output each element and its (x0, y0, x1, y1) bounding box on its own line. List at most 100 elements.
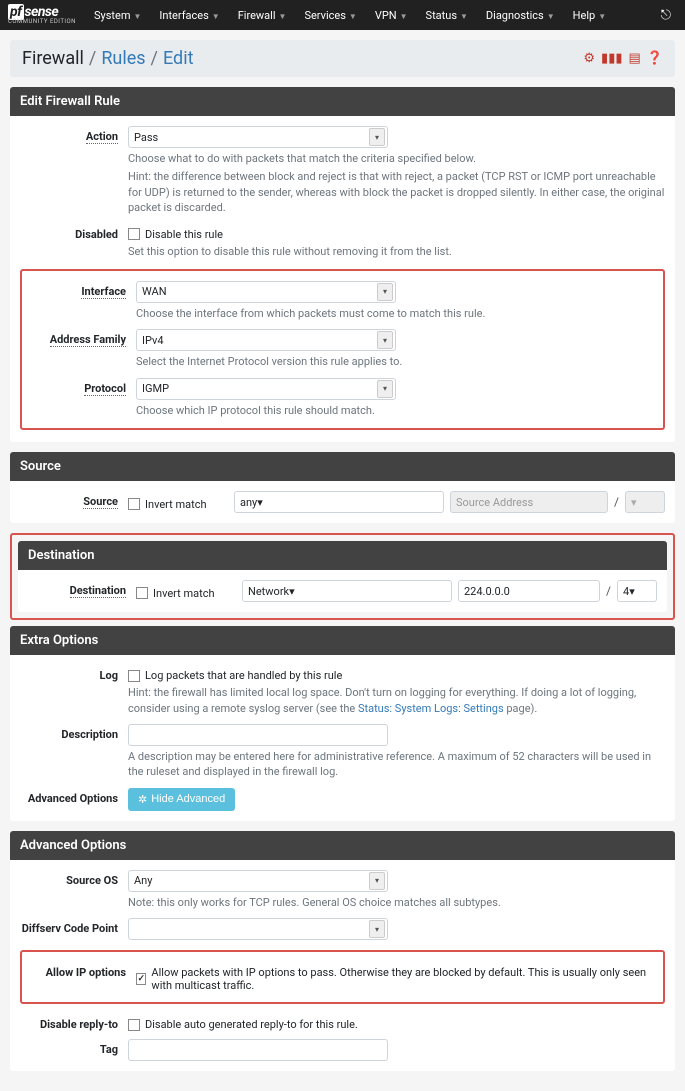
select-src-type[interactable]: any▾ (234, 491, 444, 513)
help-log: Hint: the firewall has limited local log… (128, 685, 665, 716)
nav-interfaces[interactable]: Interfaces▼ (151, 5, 227, 26)
chevron-down-icon: ▾ (369, 872, 385, 890)
help-action1: Choose what to do with packets that matc… (128, 151, 665, 166)
highlight-destination: Destination Destination Invert match Net… (10, 533, 675, 620)
label-action: Action (86, 130, 118, 144)
label-tag: Tag (100, 1043, 118, 1056)
navbar: pfsense COMMUNITY EDITION System▼ Interf… (0, 0, 685, 30)
nav-status[interactable]: Status▼ (418, 5, 476, 26)
select-interface[interactable]: WAN▾ (136, 281, 396, 303)
breadcrumb-icons: ⚙ ▮▮▮ ▤ ❓ (583, 51, 663, 66)
help-action2: Hint: the difference between block and r… (128, 169, 665, 215)
link-syslog-settings[interactable]: Status: System Logs: Settings (358, 702, 504, 715)
highlight-interface-group: Interface WAN▾ Choose the interface from… (20, 269, 665, 430)
settings-icon[interactable]: ⚙ (583, 51, 595, 66)
panel-header-source: Source (10, 452, 675, 481)
label-interface: Interface (81, 285, 126, 299)
help-source-os: Note: this only works for TCP rules. Gen… (128, 895, 665, 910)
label-addrfam: Address Family (50, 333, 126, 347)
stats-icon[interactable]: ▮▮▮ (601, 51, 622, 66)
crumb-sep: / (89, 48, 96, 69)
button-hide-advanced[interactable]: ✲Hide Advanced (128, 788, 235, 811)
brand-edition: COMMUNITY EDITION (8, 19, 76, 25)
panel-source: Source Source Invert match any▾ Source A… (10, 452, 675, 523)
label-diffserv: Diffserv Code Point (22, 922, 118, 935)
select-protocol[interactable]: IGMP▾ (136, 378, 396, 400)
label-destination: Destination (70, 584, 126, 598)
input-description[interactable] (128, 724, 388, 746)
checkbox-disabled-label: Disable this rule (145, 228, 223, 241)
checkbox-disable-reply-label: Disable auto generated reply-to for this… (145, 1018, 358, 1031)
select-dst-cidr[interactable]: 4▾ (617, 580, 657, 602)
checkbox-log-label: Log packets that are handled by this rul… (145, 669, 342, 682)
select-dst-type[interactable]: Network▾ (242, 580, 452, 602)
panel-advanced: Advanced Options Source OS Any▾ Note: th… (10, 831, 675, 1071)
select-src-cidr: ▾ (625, 491, 665, 513)
panel-destination: Destination Destination Invert match Net… (18, 541, 667, 612)
help-description: A description may be entered here for ad… (128, 749, 665, 780)
select-diffserv[interactable]: ▾ (128, 918, 388, 940)
logout-icon[interactable]: ⎋ (655, 8, 677, 23)
checkbox-log[interactable] (128, 670, 140, 682)
log-icon[interactable]: ▤ (629, 51, 641, 66)
label-allow-ip: Allow IP options (46, 966, 126, 979)
nav-firewall[interactable]: Firewall▼ (230, 5, 295, 26)
label-log: Log (100, 669, 118, 682)
highlight-allow-ip: Allow IP options Allow packets with IP o… (20, 950, 665, 1004)
label-disable-reply: Disable reply-to (40, 1018, 118, 1031)
breadcrumb: Firewall / Rules / Edit ⚙ ▮▮▮ ▤ ❓ (10, 40, 675, 77)
chevron-down-icon: ▾ (377, 380, 393, 398)
checkbox-allow-ip[interactable] (136, 973, 146, 985)
panel-header-edit: Edit Firewall Rule (10, 87, 675, 116)
nav-vpn[interactable]: VPN▼ (367, 5, 416, 26)
nav-items: System▼ Interfaces▼ Firewall▼ Services▼ … (86, 5, 655, 26)
select-action[interactable]: Pass▾ (128, 126, 388, 148)
nav-diagnostics[interactable]: Diagnostics▼ (478, 5, 563, 26)
help-icon[interactable]: ❓ (647, 51, 663, 66)
input-src-addr: Source Address (450, 491, 608, 513)
help-protocol: Choose which IP protocol this rule shoul… (136, 403, 657, 418)
chevron-down-icon: ▾ (377, 283, 393, 301)
checkbox-disabled[interactable] (128, 228, 140, 240)
chevron-down-icon: ▾ (257, 496, 263, 509)
label-disabled: Disabled (75, 228, 118, 241)
chevron-down-icon: ▾ (377, 331, 393, 349)
chevron-down-icon: ▾ (629, 585, 635, 598)
input-tag[interactable] (128, 1039, 388, 1061)
panel-edit-rule: Edit Firewall Rule Action Pass▾ Choose w… (10, 87, 675, 442)
label-description: Description (61, 728, 118, 741)
select-source-os[interactable]: Any▾ (128, 870, 388, 892)
checkbox-disable-reply[interactable] (128, 1019, 140, 1031)
panel-header-destination: Destination (18, 541, 667, 570)
panel-header-advanced: Advanced Options (10, 831, 675, 860)
label-source-os: Source OS (66, 874, 118, 887)
chevron-down-icon: ▾ (369, 128, 385, 146)
chevron-down-icon: ▾ (631, 496, 637, 509)
help-addrfam: Select the Internet Protocol version thi… (136, 354, 657, 369)
gear-icon: ✲ (138, 793, 147, 806)
chevron-down-icon: ▾ (369, 920, 385, 938)
crumb-sep: / (151, 48, 158, 69)
panel-extra: Extra Options Log Log packets that are h… (10, 626, 675, 821)
label-dst-invert: Invert match (153, 587, 215, 600)
input-dst-addr[interactable]: 224.0.0.0 (458, 580, 600, 602)
slash-sep: / (614, 495, 619, 509)
crumb-firewall[interactable]: Firewall (22, 48, 84, 69)
select-addrfam[interactable]: IPv4▾ (136, 329, 396, 351)
nav-services[interactable]: Services▼ (296, 5, 364, 26)
help-interface: Choose the interface from which packets … (136, 306, 657, 321)
help-disabled: Set this option to disable this rule wit… (128, 244, 665, 259)
checkbox-dst-invert[interactable] (136, 587, 148, 599)
checkbox-src-invert[interactable] (128, 498, 140, 510)
nav-system[interactable]: System▼ (86, 5, 149, 26)
label-source: Source (83, 495, 118, 509)
label-src-invert: Invert match (145, 498, 207, 511)
brand-logo[interactable]: pfsense COMMUNITY EDITION (8, 5, 76, 25)
chevron-down-icon: ▾ (289, 585, 295, 598)
nav-help[interactable]: Help▼ (565, 5, 614, 26)
label-protocol: Protocol (84, 382, 126, 396)
label-adv-options: Advanced Options (28, 792, 118, 805)
checkbox-allow-ip-label: Allow packets with IP options to pass. O… (151, 966, 657, 992)
crumb-rules[interactable]: Rules (101, 48, 145, 69)
crumb-edit[interactable]: Edit (163, 48, 193, 69)
